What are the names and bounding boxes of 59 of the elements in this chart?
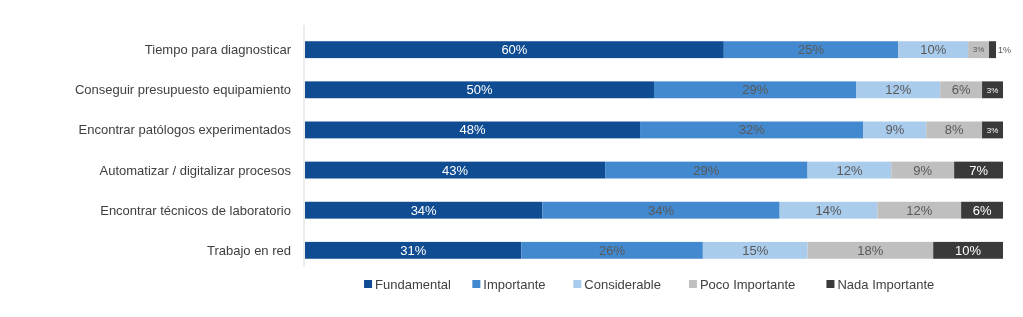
data-label: 29% (693, 162, 720, 178)
y-tick-label: Automatizar / digitalizar procesos (99, 162, 292, 178)
data-label: 3% (986, 125, 999, 135)
data-label: 29% (742, 82, 769, 98)
data-label: 3% (986, 85, 999, 95)
bar (856, 81, 941, 99)
bar (702, 241, 808, 259)
y-tick-label: Tiempo para diagnosticar (144, 42, 292, 58)
data-label: 34% (647, 202, 675, 218)
data-label: 43% (442, 162, 469, 178)
data-label: 12% (836, 162, 863, 178)
data-label: 50% (466, 82, 493, 98)
data-label: 12% (906, 202, 933, 218)
y-tick-label: Trabajo en red (206, 242, 291, 258)
data-label: 6% (951, 82, 971, 98)
legend-label: Nada Importante (837, 276, 935, 292)
bar (305, 121, 641, 139)
y-tick-label: Encontrar patólogos experimentados (78, 122, 292, 138)
data-label: 14% (815, 202, 842, 218)
data-label: 9% (885, 122, 905, 138)
bar (305, 81, 654, 99)
data-label: 10% (955, 242, 982, 258)
bar (305, 41, 724, 59)
bar (305, 161, 606, 179)
bar (723, 41, 899, 59)
data-label: 48% (459, 122, 486, 138)
data-label: 9% (913, 162, 933, 178)
data-label: 31% (400, 242, 427, 258)
data-label: 6% (972, 202, 992, 218)
legend-label: Fundamental (375, 276, 452, 292)
legend-label: Poco Importante (699, 276, 796, 292)
data-label: 34% (410, 202, 438, 218)
bar (877, 201, 962, 219)
bar (654, 81, 857, 99)
y-tick-label: Encontrar técnicos de laboratorio (100, 202, 291, 218)
bar (305, 201, 543, 219)
bar (807, 241, 934, 259)
bar (521, 241, 703, 259)
data-label: 1% (998, 44, 1012, 55)
bar (542, 201, 780, 219)
bar (305, 241, 522, 259)
data-label: 32% (738, 122, 766, 138)
y-tick-label: Conseguir presupuesto equipamiento (74, 82, 291, 98)
data-label: 8% (944, 122, 964, 138)
data-label: 26% (599, 242, 626, 258)
data-label: 12% (885, 82, 912, 98)
bar (640, 121, 864, 139)
data-label: 7% (969, 162, 989, 178)
data-label: 15% (742, 242, 769, 258)
legend-label: Importante (483, 276, 546, 292)
data-label: 3% (972, 45, 985, 55)
bar (605, 161, 808, 179)
legend-label: Considerable (584, 276, 661, 292)
data-label: 60% (501, 42, 528, 58)
data-label: 25% (798, 42, 825, 58)
bar (779, 201, 878, 219)
data-label: 18% (857, 242, 884, 258)
data-label: 10% (920, 42, 947, 58)
bar (989, 41, 997, 59)
